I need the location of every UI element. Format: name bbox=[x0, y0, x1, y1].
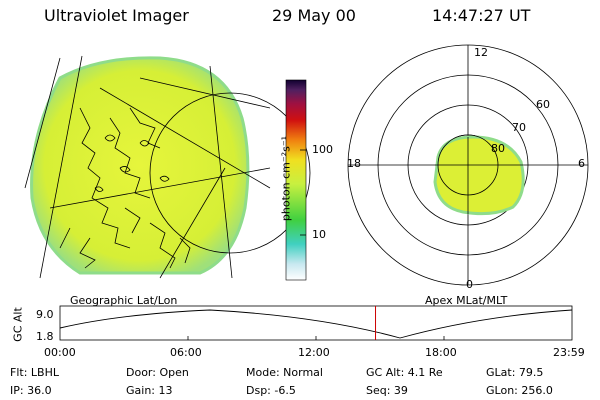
mlt-label-18: 18 bbox=[347, 157, 361, 170]
polar-aurora-oval bbox=[433, 135, 525, 216]
geo-meridian-line bbox=[24, 57, 61, 189]
door-info: Door: Open bbox=[126, 366, 189, 379]
colorbar-units-label: photon cm⁻²s⁻¹ bbox=[279, 135, 293, 222]
geo-aurora-blob bbox=[30, 56, 250, 275]
altitude-curve bbox=[59, 309, 573, 339]
geo-latitude-circle bbox=[149, 92, 311, 254]
time-label: 14:47:27 UT bbox=[432, 6, 531, 25]
colorbar bbox=[285, 79, 307, 281]
mode-info: Mode: Normal bbox=[246, 366, 323, 379]
polar-panel-label: Apex MLat/MLT bbox=[425, 294, 508, 307]
timeline-xtick-1800: 18:00 bbox=[425, 346, 457, 359]
glat-info: GLat: 79.5 bbox=[486, 366, 544, 379]
polar-plot bbox=[347, 44, 589, 286]
timeline-xtick-2359: 23:59 bbox=[553, 346, 585, 359]
colorbar-tick-label-10: 10 bbox=[312, 228, 326, 241]
coastline-outline bbox=[59, 107, 191, 269]
timeline-xtick-1200: 12:00 bbox=[298, 346, 330, 359]
geo-meridian-line bbox=[49, 167, 271, 209]
geo-meridian-line bbox=[209, 65, 233, 279]
geo-meridian-line bbox=[139, 77, 271, 109]
mlat-label-60: 60 bbox=[536, 98, 550, 111]
instrument-title: Ultraviolet Imager bbox=[44, 6, 189, 25]
timeline-xtick-0600: 06:00 bbox=[170, 346, 202, 359]
date-label: 29 May 00 bbox=[272, 6, 356, 25]
timeline-xtick-0000: 00:00 bbox=[44, 346, 76, 359]
coastline-islands bbox=[94, 134, 170, 192]
geographic-image bbox=[24, 55, 311, 279]
dsp-info: Dsp: -6.5 bbox=[246, 384, 296, 397]
mlt-label-12: 12 bbox=[474, 46, 488, 59]
gcalt-info: GC Alt: 4.1 Re bbox=[366, 366, 443, 379]
ip-info: IP: 36.0 bbox=[10, 384, 52, 397]
timeline-ylabel: GC Alt bbox=[11, 307, 25, 342]
timeline-ytick-bottom: 1.8 bbox=[36, 330, 54, 343]
colorbar-tick-label-100: 100 bbox=[312, 143, 333, 156]
mlt-label-0: 0 bbox=[466, 278, 473, 291]
glon-info: GLon: 256.0 bbox=[486, 384, 553, 397]
geo-meridian-line bbox=[99, 87, 271, 189]
geo-meridian-line bbox=[39, 55, 83, 279]
timeline-plot bbox=[59, 305, 573, 341]
mlt-label-6: 6 bbox=[578, 157, 585, 170]
filter-info: Flt: LBHL bbox=[10, 366, 59, 379]
seq-info: Seq: 39 bbox=[366, 384, 408, 397]
geo-meridian-line bbox=[159, 167, 226, 279]
mlat-label-70: 70 bbox=[512, 121, 526, 134]
gain-info: Gain: 13 bbox=[126, 384, 173, 397]
timeline-ytick-top: 9.0 bbox=[36, 308, 54, 321]
mlat-label-80: 80 bbox=[491, 142, 505, 155]
geo-panel-label: Geographic Lat/Lon bbox=[70, 294, 178, 307]
